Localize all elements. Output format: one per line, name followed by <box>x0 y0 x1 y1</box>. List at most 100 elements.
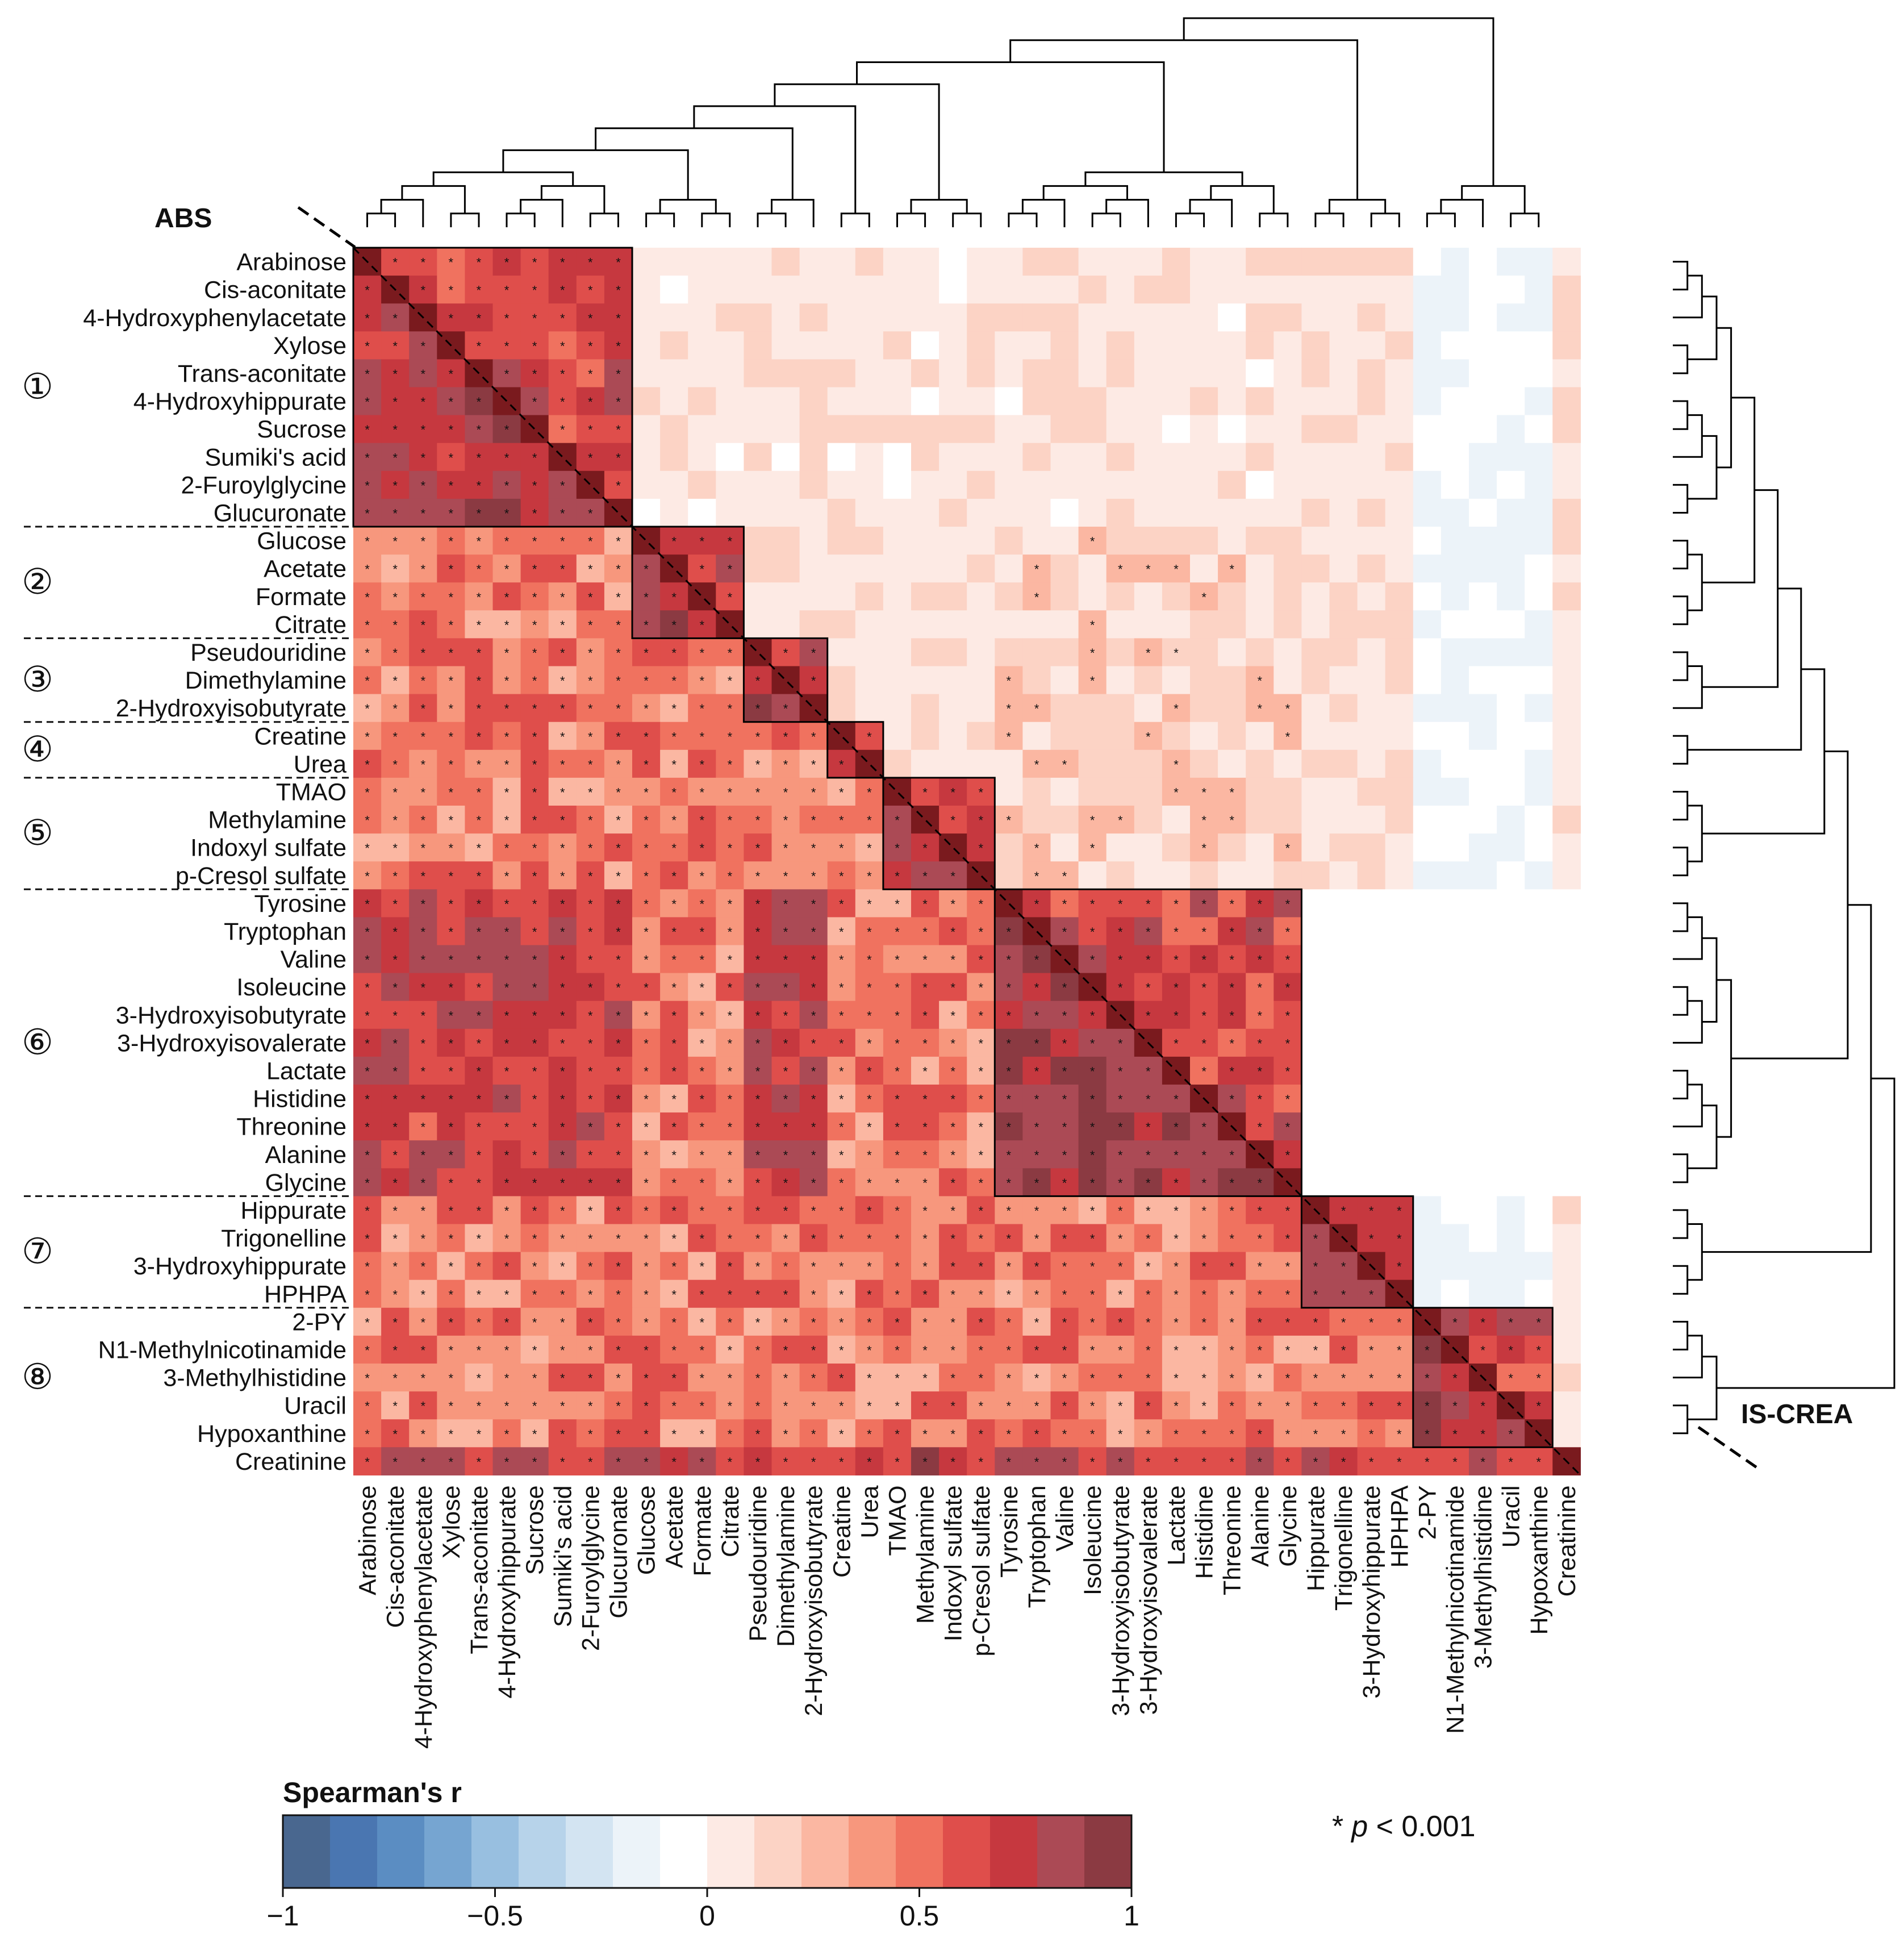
significance-star: * <box>811 1427 816 1441</box>
heatmap-cell <box>1552 777 1581 806</box>
heatmap-cell <box>1050 722 1079 751</box>
cluster-box <box>631 526 745 639</box>
significance-star: * <box>449 786 454 800</box>
heatmap-cell <box>827 443 856 472</box>
significance-star: * <box>839 1371 844 1386</box>
heatmap-cell <box>688 1391 716 1420</box>
significance-star: * <box>1285 897 1291 911</box>
heatmap-cell <box>688 498 716 527</box>
significance-star: * <box>895 1065 900 1079</box>
heatmap-cell <box>604 917 633 946</box>
cluster-marker: ④ <box>22 728 53 770</box>
heatmap-cell <box>604 610 633 639</box>
heatmap-cell <box>1552 1391 1581 1420</box>
significance-star: * <box>728 1176 733 1190</box>
heatmap-cell <box>1022 1196 1051 1225</box>
significance-star: * <box>560 869 565 883</box>
significance-star: * <box>588 1344 593 1358</box>
significance-star: * <box>1229 981 1234 995</box>
significance-star: * <box>616 284 621 298</box>
significance-star: * <box>1090 1204 1095 1218</box>
significance-star: * <box>1062 1455 1067 1469</box>
heatmap-cell <box>1078 749 1107 778</box>
heatmap-cell <box>520 806 549 834</box>
heatmap-cell <box>995 1391 1023 1420</box>
significance-star: * <box>1369 1427 1374 1441</box>
heatmap-cell <box>827 1140 856 1169</box>
heatmap-cell <box>1385 1335 1414 1364</box>
heatmap-cell <box>1190 638 1218 667</box>
significance-star: * <box>1285 1287 1291 1302</box>
heatmap-cell <box>1469 889 1497 918</box>
heatmap-cell <box>1162 945 1191 974</box>
significance-star: * <box>700 953 705 967</box>
significance-star: * <box>895 1036 900 1050</box>
heatmap-cell <box>1357 276 1386 304</box>
heatmap-cell <box>1440 1447 1469 1475</box>
heatmap-cell <box>1440 1252 1469 1281</box>
significance-star: * <box>532 925 537 939</box>
dendrogram-branch <box>1673 1335 1703 1379</box>
significance-star: * <box>783 1427 788 1441</box>
heatmap-cell <box>465 973 494 1002</box>
heatmap-cell <box>520 276 549 304</box>
significance-star: * <box>560 1065 565 1079</box>
significance-star: * <box>421 786 426 800</box>
heatmap-cell <box>716 610 744 639</box>
heatmap-cell <box>1413 555 1442 583</box>
significance-star: * <box>950 925 955 939</box>
significance-star: * <box>1174 1260 1179 1274</box>
significance-star: * <box>1146 1065 1151 1079</box>
heatmap-cell <box>1218 1391 1246 1420</box>
heatmap-cell <box>967 861 995 890</box>
significance-star: * <box>1229 1371 1234 1386</box>
heatmap-cell <box>883 1307 912 1336</box>
heatmap-cell <box>576 889 605 918</box>
heatmap-cell <box>883 777 912 806</box>
heatmap-cell <box>1301 917 1330 946</box>
heatmap-cell <box>799 1335 828 1364</box>
heatmap-cell <box>660 1224 688 1253</box>
heatmap-cell <box>409 694 437 723</box>
heatmap-cell <box>548 777 577 806</box>
heatmap-cell <box>1525 610 1553 639</box>
significance-star: * <box>1034 1260 1039 1274</box>
significance-star: * <box>477 1120 482 1135</box>
heatmap-cell <box>827 777 856 806</box>
dendrogram-branch <box>1021 199 1066 227</box>
heatmap-cell <box>827 470 856 499</box>
heatmap-cell <box>1497 443 1525 472</box>
significance-star: * <box>811 814 816 828</box>
heatmap-cell <box>827 1085 856 1113</box>
significance-star: * <box>1397 1399 1402 1414</box>
heatmap-cell <box>381 917 410 946</box>
heatmap-cell <box>771 1252 800 1281</box>
heatmap-cell <box>1413 1028 1442 1057</box>
heatmap-cell <box>883 1335 912 1364</box>
significance-star: * <box>811 1120 816 1135</box>
heatmap-cell <box>1134 777 1163 806</box>
col-label-2-furoylglycine: 2-Furoylglycine <box>577 1485 604 1651</box>
col-label-p-cresol-sulfate: p-Cresol sulfate <box>968 1485 995 1656</box>
heatmap-cell <box>1050 861 1079 890</box>
significance-star: * <box>1452 1427 1458 1441</box>
dendrogram-branch <box>1673 344 1689 374</box>
significance-star: * <box>895 1315 900 1329</box>
heatmap-cell <box>967 1335 995 1364</box>
significance-star: * <box>365 1008 370 1023</box>
significance-star: * <box>1034 1176 1039 1190</box>
significance-star: * <box>393 507 398 521</box>
significance-star: * <box>616 702 621 716</box>
heatmap-cell <box>1050 303 1079 332</box>
row-label-arabinose: Arabinose <box>236 249 346 276</box>
heatmap-cell <box>604 415 633 444</box>
heatmap-cell <box>939 527 967 555</box>
significance-star: * <box>1174 953 1179 967</box>
heatmap-cell <box>855 722 884 751</box>
heatmap-cell <box>799 331 828 360</box>
heatmap-cell <box>771 1056 800 1085</box>
heatmap-cell <box>1218 470 1246 499</box>
heatmap-cell <box>967 666 995 695</box>
dendrogram-branch <box>1673 483 1689 514</box>
heatmap-cell <box>437 1028 465 1057</box>
